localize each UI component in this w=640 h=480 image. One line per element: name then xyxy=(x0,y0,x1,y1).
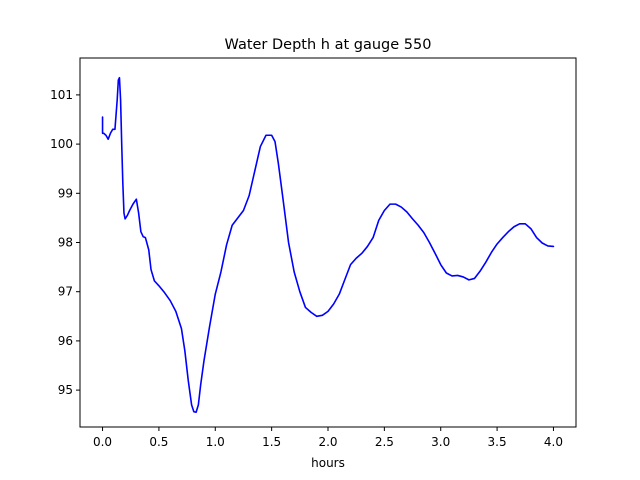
plot-frame xyxy=(79,57,577,428)
x-axis-label: hours xyxy=(311,456,345,470)
x-tick-label: 3.5 xyxy=(488,435,507,449)
x-axis-ticks: 0.0 0.5 1.0 1.5 2.0 2.5 3.0 3.5 4.0 xyxy=(93,427,563,449)
x-tick-label: 1.0 xyxy=(206,435,225,449)
y-tick-label: 97 xyxy=(58,285,73,299)
y-tick-label: 99 xyxy=(58,186,73,200)
x-tick-label: 0.0 xyxy=(93,435,112,449)
y-tick-label: 100 xyxy=(50,137,73,151)
y-axis-ticks: 95 96 97 98 99 100 101 xyxy=(50,88,80,397)
y-tick-label: 95 xyxy=(58,383,73,397)
y-tick-label: 98 xyxy=(58,236,73,250)
y-tick-label: 96 xyxy=(58,334,73,348)
x-tick-label: 0.5 xyxy=(149,435,168,449)
x-tick-label: 2.0 xyxy=(318,435,337,449)
series-line-0 xyxy=(101,76,555,414)
chart-title: Water Depth h at gauge 550 xyxy=(225,37,432,53)
x-tick-label: 4.0 xyxy=(544,435,563,449)
x-tick-label: 2.5 xyxy=(375,435,394,449)
y-tick-label: 101 xyxy=(50,88,73,102)
x-tick-label: 3.0 xyxy=(431,435,450,449)
data-layer xyxy=(101,76,555,414)
plot-area xyxy=(80,58,576,427)
x-tick-label: 1.5 xyxy=(262,435,281,449)
